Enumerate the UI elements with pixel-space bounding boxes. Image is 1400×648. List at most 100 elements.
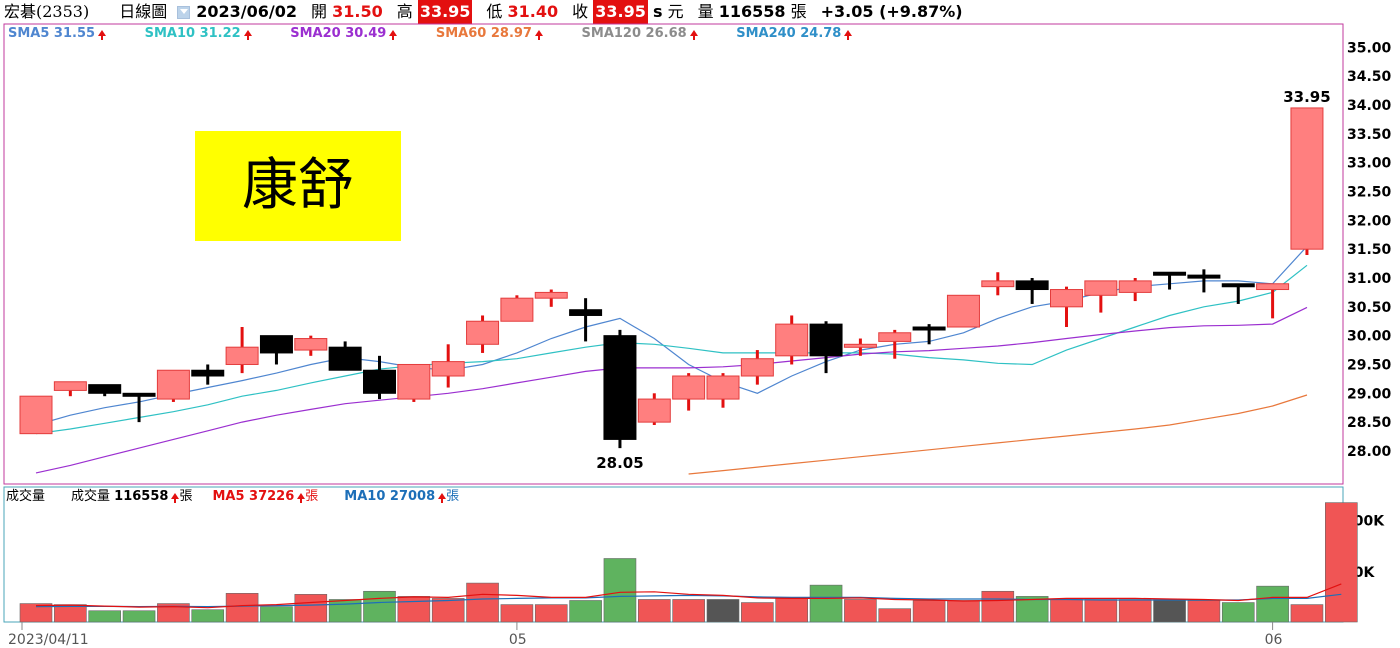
volume-bar[interactable] <box>397 596 431 623</box>
up-arrow-icon <box>389 30 398 40</box>
volume-bar[interactable] <box>1221 602 1255 623</box>
sma120-legend[interactable]: SMA120 26.68 <box>582 24 698 44</box>
candle[interactable] <box>500 295 534 322</box>
volume-bar[interactable] <box>741 602 774 623</box>
candle[interactable] <box>569 298 603 342</box>
candle[interactable] <box>397 363 431 402</box>
low-label: 低 <box>486 2 503 21</box>
candle[interactable] <box>878 329 912 359</box>
ma10-volume-legend[interactable]: MA10 27008 張 <box>344 487 459 507</box>
volume-bar[interactable] <box>809 584 843 623</box>
price-axis-tick: 35.00 <box>1347 40 1392 56</box>
candle[interactable] <box>156 369 190 402</box>
volume-bar[interactable] <box>1084 599 1118 623</box>
volume-bar[interactable] <box>191 609 225 623</box>
candle[interactable] <box>1050 286 1083 328</box>
candle[interactable] <box>912 324 946 345</box>
candle-body <box>1153 271 1187 276</box>
volume-bar[interactable] <box>1015 596 1049 623</box>
candle[interactable] <box>191 364 225 385</box>
volume-bar[interactable] <box>637 599 671 623</box>
candle[interactable] <box>603 329 637 449</box>
volume-bar[interactable] <box>1256 585 1289 623</box>
volume-bar[interactable] <box>1118 599 1152 623</box>
candle[interactable] <box>294 335 328 356</box>
volume-bar[interactable] <box>294 594 328 623</box>
volume-bar[interactable] <box>225 593 259 623</box>
volume-bar[interactable] <box>260 606 293 623</box>
candle-body <box>809 323 843 357</box>
candle[interactable] <box>19 395 53 435</box>
volume-bar[interactable] <box>672 599 705 623</box>
candle[interactable] <box>637 393 671 426</box>
volume-bar[interactable] <box>363 590 396 623</box>
volume-bar[interactable] <box>569 600 602 623</box>
price-axis-tick: 30.00 <box>1347 329 1392 345</box>
candle[interactable] <box>706 373 740 408</box>
candle[interactable] <box>466 315 500 353</box>
volume-bar[interactable] <box>912 600 946 623</box>
candle[interactable] <box>431 344 465 388</box>
candle[interactable] <box>809 321 843 374</box>
volume-bar[interactable] <box>534 604 568 623</box>
candle[interactable] <box>1290 107 1324 255</box>
volume-bar[interactable] <box>157 603 190 623</box>
candle[interactable] <box>259 335 293 365</box>
volume-bar[interactable] <box>1325 502 1358 623</box>
candle[interactable] <box>1187 269 1221 293</box>
volume-bar[interactable] <box>54 604 87 623</box>
volume-bar[interactable] <box>431 598 465 623</box>
volume-bar[interactable] <box>466 582 499 623</box>
volume-bar[interactable] <box>122 610 156 623</box>
candle[interactable] <box>981 272 1015 296</box>
period-dropdown-icon[interactable] <box>177 6 191 19</box>
candle[interactable] <box>1221 283 1255 304</box>
candle[interactable] <box>946 294 980 328</box>
candle[interactable] <box>225 327 259 374</box>
candle[interactable] <box>534 289 568 307</box>
volume-bar[interactable] <box>1187 600 1221 623</box>
volume-bar[interactable] <box>947 600 980 623</box>
candle[interactable] <box>363 355 396 400</box>
volume-bar[interactable] <box>706 599 740 623</box>
volume-bar[interactable] <box>1290 604 1324 623</box>
candle-body <box>740 358 774 377</box>
volume-bar[interactable] <box>500 604 534 623</box>
candle[interactable] <box>1118 278 1152 302</box>
candle[interactable] <box>1084 280 1118 313</box>
ma5-volume-legend[interactable]: MA5 37226 張 <box>212 487 318 507</box>
candle[interactable] <box>1256 283 1290 319</box>
candle[interactable] <box>53 381 87 397</box>
volume-bar[interactable] <box>878 608 912 623</box>
candle[interactable] <box>328 341 362 371</box>
volume-readout-label: 成交量 <box>71 489 111 504</box>
volume-bar[interactable] <box>88 610 121 623</box>
volume-bar[interactable] <box>844 599 877 623</box>
candle[interactable] <box>672 373 706 411</box>
candle-body <box>1118 280 1152 293</box>
sma10-legend[interactable]: SMA10 31.22 <box>145 24 252 44</box>
candle[interactable] <box>1153 271 1187 290</box>
volume-bar[interactable] <box>1153 599 1186 623</box>
candle[interactable] <box>122 392 156 423</box>
candle[interactable] <box>88 384 122 397</box>
sma5-legend[interactable]: SMA5 31.55 <box>8 24 107 44</box>
volume-bar[interactable] <box>328 599 362 623</box>
candle[interactable] <box>740 350 774 385</box>
candle[interactable] <box>843 338 877 356</box>
volume-bar[interactable] <box>981 590 1015 623</box>
volume-bar[interactable] <box>775 597 809 623</box>
volume-bar[interactable] <box>1050 599 1083 623</box>
sma20-legend[interactable]: SMA20 30.49 <box>290 24 398 44</box>
sma10-label: SMA10 31.22 <box>144 26 241 41</box>
sma240-legend[interactable]: SMA240 24.78 <box>736 24 853 44</box>
sma60-legend[interactable]: SMA60 28.97 <box>436 24 543 44</box>
volume-bar[interactable] <box>19 603 53 623</box>
candle-body <box>1015 280 1049 291</box>
price-axis-tick: 34.00 <box>1347 98 1392 114</box>
candle[interactable] <box>1015 278 1049 304</box>
candle[interactable] <box>775 315 809 365</box>
candle-body <box>19 395 53 435</box>
volume-bar[interactable] <box>603 558 637 623</box>
